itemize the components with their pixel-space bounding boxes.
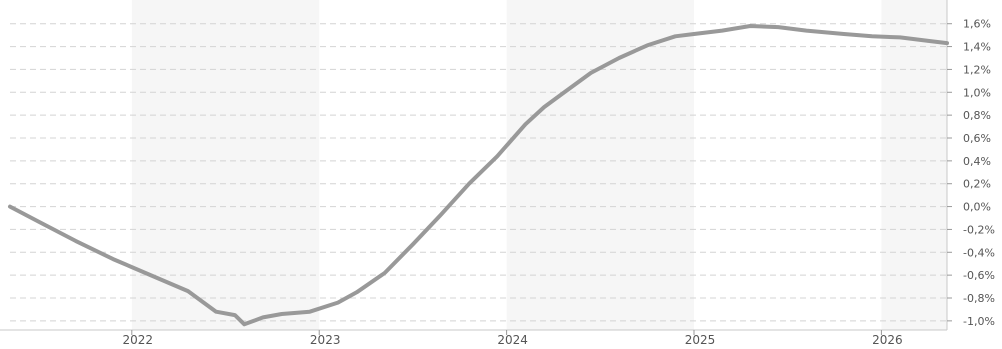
y-tick-label: -0,2%: [963, 223, 995, 236]
x-tick-label: 2025: [685, 333, 716, 347]
y-tick-label: 1,0%: [963, 86, 991, 99]
x-tick-label: 2022: [123, 333, 154, 347]
series-layer: [8, 24, 949, 327]
y-tick-label: 0,0%: [963, 201, 991, 214]
y-tick-label: 0,6%: [963, 132, 991, 145]
year-band: [506, 0, 695, 330]
y-tick-label: 1,6%: [963, 18, 991, 31]
year-bands: [131, 0, 947, 330]
series-line: [8, 24, 949, 327]
y-tick-label: 0,8%: [963, 109, 991, 122]
y-tick-label: -0,4%: [963, 246, 995, 259]
x-tick-label: 2023: [310, 333, 341, 347]
y-tick-label: -1,0%: [963, 315, 995, 328]
x-axis-ticks: 2022 2023 2024 2025 2026: [123, 330, 903, 347]
y-tick-label: 1,4%: [963, 41, 991, 54]
x-tick-label: 2026: [872, 333, 903, 347]
y-tick-label: -0,8%: [963, 292, 995, 305]
y-tick-label: 0,4%: [963, 155, 991, 168]
y-axis-ticks: 1,6% 1,4% 1,2% 1,0% 0,8% 0,6% 0,4% 0,2% 0,0% -0,2…: [947, 18, 995, 328]
year-band: [881, 0, 947, 330]
y-tick-label: 1,2%: [963, 63, 991, 76]
y-tick-label: -0,6%: [963, 269, 995, 282]
grid-lines: [10, 0, 948, 330]
x-tick-label: 2024: [497, 333, 528, 347]
y-tick-label: 0,2%: [963, 178, 991, 191]
